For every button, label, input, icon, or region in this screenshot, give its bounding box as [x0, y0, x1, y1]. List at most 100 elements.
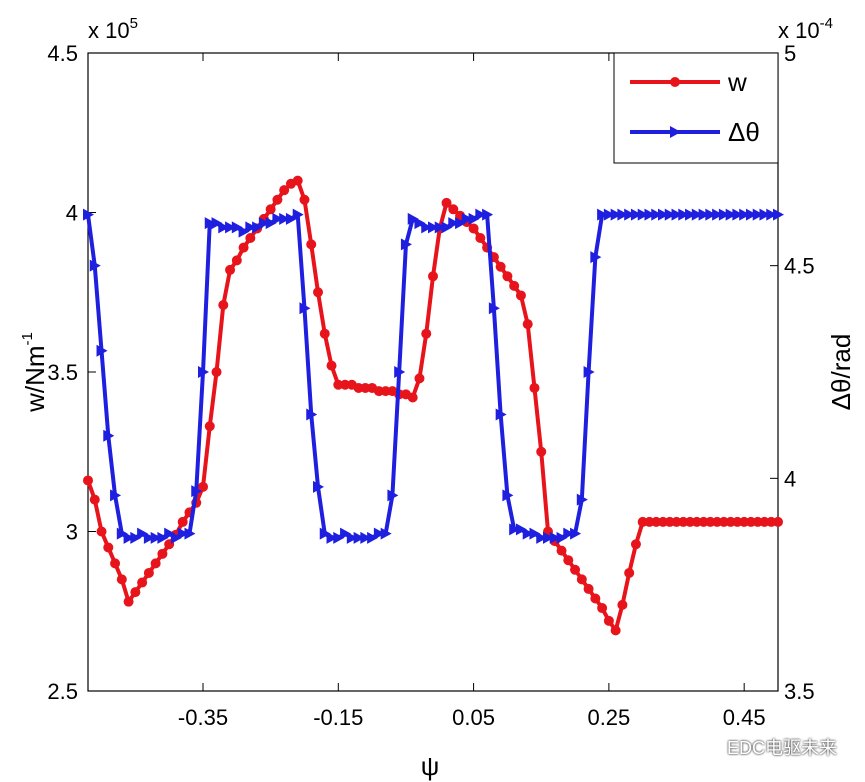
point-dtheta [461, 212, 473, 225]
right-y-axis-label: Δθ/rad [826, 334, 856, 411]
right-y-axis-label-text: Δθ/rad [826, 334, 856, 411]
legend-dtheta-marker [670, 126, 681, 138]
point-dtheta [83, 208, 94, 221]
point-w [617, 599, 628, 610]
point-w [407, 392, 418, 403]
point-dtheta [333, 531, 345, 544]
point-w [313, 287, 323, 298]
x-tick-label: 0.45 [723, 705, 766, 730]
point-w [576, 574, 587, 585]
point-w [326, 360, 337, 371]
point-w [441, 197, 452, 208]
point-w [624, 567, 635, 578]
point-dtheta [455, 217, 467, 230]
point-w [150, 558, 161, 569]
legend-box [613, 52, 779, 164]
x-axis-label: ψ [421, 751, 440, 781]
point-dtheta [313, 480, 324, 493]
point-dtheta [576, 493, 588, 506]
point-w [428, 271, 438, 282]
x-tick-label: 0.05 [452, 705, 495, 730]
point-w [299, 194, 310, 205]
point-dtheta [428, 221, 439, 234]
point-dtheta [543, 531, 554, 544]
point-w [421, 328, 432, 339]
series-dtheta [83, 208, 784, 544]
point-dtheta [515, 523, 527, 536]
point-dtheta [583, 366, 595, 378]
point-w [231, 255, 242, 266]
left-multiplier: x 105 [88, 15, 138, 43]
left-y-axis-label: w/Nm-1 [19, 332, 50, 413]
point-dtheta [211, 217, 223, 230]
left-y-axis-label-exp: -1 [19, 332, 36, 345]
point-dtheta [225, 221, 237, 234]
point-dtheta [252, 221, 264, 234]
left-multiplier-exp: 5 [130, 15, 138, 32]
point-w [279, 185, 290, 196]
point-dtheta [299, 302, 311, 315]
point-dtheta [245, 221, 257, 234]
point-dtheta [198, 366, 209, 378]
point-dtheta [306, 408, 318, 421]
point-dtheta [157, 531, 169, 544]
legend-w-marker [670, 77, 680, 87]
legend: w Δθ [613, 52, 779, 164]
point-w [448, 204, 459, 215]
point-w [536, 446, 547, 457]
point-dtheta [279, 212, 291, 225]
point-dtheta [448, 217, 460, 230]
point-dtheta [103, 429, 115, 442]
point-dtheta [394, 366, 406, 378]
right-multiplier: x 10-4 [778, 15, 833, 43]
point-dtheta [184, 527, 196, 540]
point-dtheta [400, 238, 412, 251]
point-w [509, 280, 520, 291]
point-w [515, 290, 526, 301]
point-w [292, 175, 303, 186]
point-dtheta [630, 208, 642, 221]
point-w [306, 239, 317, 250]
point-dtheta [718, 208, 730, 221]
point-dtheta [292, 208, 304, 221]
point-w [110, 558, 121, 569]
point-dtheta [137, 527, 149, 540]
point-w [177, 516, 188, 527]
point-dtheta [434, 221, 446, 234]
point-w [157, 548, 168, 559]
point-dtheta [387, 489, 399, 502]
point-w [96, 526, 107, 537]
point-dtheta [170, 531, 182, 544]
x-tick-label: -0.35 [178, 705, 228, 730]
point-w [265, 204, 276, 215]
point-w [414, 373, 425, 384]
point-w [137, 577, 148, 588]
point-dtheta [732, 208, 744, 221]
point-dtheta [522, 527, 534, 540]
point-dtheta [346, 531, 358, 544]
point-w [590, 593, 601, 604]
point-w [475, 233, 486, 244]
point-dtheta [739, 208, 751, 221]
point-w [597, 603, 608, 614]
point-w [319, 328, 330, 339]
x-tick-label: -0.15 [313, 705, 363, 730]
point-dtheta [691, 208, 703, 221]
point-dtheta [745, 208, 757, 221]
point-dtheta [441, 221, 453, 234]
point-dtheta [637, 208, 649, 221]
point-dtheta [110, 489, 122, 502]
point-dtheta [773, 208, 784, 221]
point-dtheta [421, 221, 433, 234]
point-w [502, 271, 513, 282]
point-dtheta [617, 208, 629, 221]
point-dtheta [495, 408, 507, 421]
svg-text:w/Nm-1: w/Nm-1 [19, 332, 50, 413]
point-dtheta [610, 208, 622, 221]
y-right-tick-label: 4.5 [784, 254, 815, 279]
point-dtheta [319, 527, 331, 540]
point-dtheta [238, 225, 250, 238]
point-w [583, 583, 594, 594]
point-dtheta [150, 531, 162, 544]
